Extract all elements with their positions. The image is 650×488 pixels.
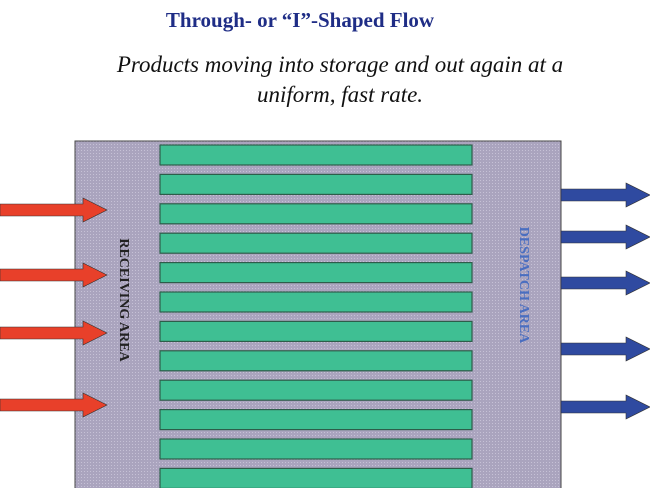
outbound-arrow xyxy=(560,224,650,250)
storage-rack xyxy=(159,320,473,342)
storage-rack xyxy=(159,232,473,254)
storage-rack xyxy=(159,438,473,460)
storage-rack xyxy=(159,203,473,225)
storage-rack xyxy=(159,409,473,431)
storage-rack xyxy=(159,144,473,166)
outbound-arrow xyxy=(560,336,650,362)
receiving-area-label: RECEIVING AREA xyxy=(116,238,131,362)
storage-rack xyxy=(159,262,473,284)
outbound-arrow xyxy=(560,270,650,296)
slide-title: Through- or “I”-Shaped Flow xyxy=(165,8,435,32)
storage-rack xyxy=(159,291,473,313)
subtitle-line-1: Products moving into storage and out aga… xyxy=(116,52,564,77)
storage-rack xyxy=(159,350,473,372)
inbound-arrow xyxy=(0,197,108,223)
outbound-arrow xyxy=(560,394,650,420)
inbound-arrow xyxy=(0,392,108,418)
storage-rack xyxy=(159,467,473,488)
inbound-arrow xyxy=(0,262,108,288)
despatch-area-label: DESPATCH AREA xyxy=(516,227,531,344)
inbound-arrow xyxy=(0,320,108,346)
storage-rack xyxy=(159,379,473,401)
subtitle-line-2: uniform, fast rate. xyxy=(256,82,424,107)
storage-rack xyxy=(159,173,473,195)
outbound-arrow xyxy=(560,182,650,208)
